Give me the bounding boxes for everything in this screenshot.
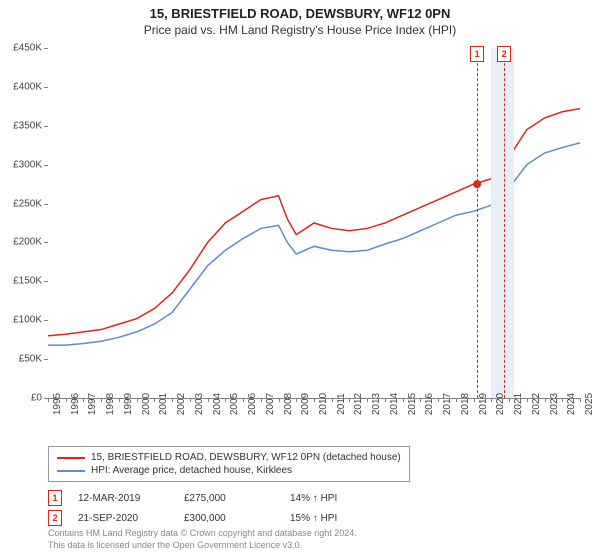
footer-line: This data is licensed under the Open Gov…: [48, 540, 357, 552]
chart-title: 15, BRIESTFIELD ROAD, DEWSBURY, WF12 0PN: [0, 6, 600, 21]
x-axis-label: 2024: [566, 393, 577, 415]
y-axis-label: £350K: [13, 120, 42, 131]
x-axis-label: 2008: [283, 393, 294, 415]
x-axis-label: 2009: [300, 393, 311, 415]
x-axis-label: 2025: [584, 393, 595, 415]
transaction-price: £275,000: [184, 493, 274, 504]
marker-vline: [477, 48, 478, 398]
x-axis-label: 2022: [531, 393, 542, 415]
x-axis-label: 2016: [424, 393, 435, 415]
y-axis-label: £400K: [13, 81, 42, 92]
y-axis-label: £100K: [13, 315, 42, 326]
title-block: 15, BRIESTFIELD ROAD, DEWSBURY, WF12 0PN…: [0, 0, 600, 37]
x-axis-label: 2010: [318, 393, 329, 415]
x-axis-label: 2013: [371, 393, 382, 415]
transaction-price: £300,000: [184, 513, 274, 524]
x-axis-label: 1997: [87, 393, 98, 415]
marker-box: 1: [470, 46, 484, 62]
footer: Contains HM Land Registry data © Crown c…: [48, 528, 357, 551]
x-axis-label: 2019: [478, 393, 489, 415]
transaction-marker: 2: [48, 510, 62, 526]
marker-vline: [504, 48, 505, 398]
x-axis-label: 2003: [194, 393, 205, 415]
y-axis-label: £150K: [13, 276, 42, 287]
chart-subtitle: Price paid vs. HM Land Registry's House …: [0, 23, 600, 37]
x-axis-label: 2011: [336, 393, 347, 415]
legend-item: 15, BRIESTFIELD ROAD, DEWSBURY, WF12 0PN…: [57, 451, 401, 464]
legend-swatch: [57, 470, 85, 472]
x-axis-label: 2012: [353, 393, 364, 415]
transaction-delta: 15% ↑ HPI: [290, 513, 380, 524]
x-axis-label: 2007: [265, 393, 276, 415]
x-axis-label: 2000: [141, 393, 152, 415]
marker-box: 2: [497, 46, 511, 62]
x-axis-label: 2015: [407, 393, 418, 415]
transaction-date: 21-SEP-2020: [78, 513, 168, 524]
x-axis-label: 2004: [212, 393, 223, 415]
x-axis-label: 2014: [389, 393, 400, 415]
x-axis-label: 1999: [123, 393, 134, 415]
transaction-table: 1 12-MAR-2019 £275,000 14% ↑ HPI 2 21-SE…: [48, 488, 380, 528]
transaction-marker: 1: [48, 490, 62, 506]
transaction-row: 2 21-SEP-2020 £300,000 15% ↑ HPI: [48, 508, 380, 528]
x-axis-label: 1995: [52, 393, 63, 415]
y-axis-label: £250K: [13, 198, 42, 209]
legend-item: HPI: Average price, detached house, Kirk…: [57, 464, 401, 477]
y-axis-label: £50K: [19, 354, 42, 365]
y-axis-label: £0: [31, 393, 42, 404]
x-axis-label: 2005: [229, 393, 240, 415]
y-axis-label: £200K: [13, 237, 42, 248]
x-axis-label: 1998: [105, 393, 116, 415]
legend: 15, BRIESTFIELD ROAD, DEWSBURY, WF12 0PN…: [48, 446, 410, 482]
x-axis-label: 2006: [247, 393, 258, 415]
x-axis-label: 2001: [158, 393, 169, 415]
x-axis-label: 2023: [549, 393, 560, 415]
transaction-row: 1 12-MAR-2019 £275,000 14% ↑ HPI: [48, 488, 380, 508]
transaction-date: 12-MAR-2019: [78, 493, 168, 504]
footer-line: Contains HM Land Registry data © Crown c…: [48, 528, 357, 540]
transaction-delta: 14% ↑ HPI: [290, 493, 380, 504]
legend-swatch: [57, 457, 85, 459]
x-axis-label: 2002: [176, 393, 187, 415]
chart-area: £0£50K£100K£150K£200K£250K£300K£350K£400…: [48, 48, 580, 398]
x-axis-label: 2021: [513, 393, 524, 415]
legend-label: HPI: Average price, detached house, Kirk…: [91, 465, 292, 476]
x-axis-label: 2017: [442, 393, 453, 415]
highlight-band: [491, 48, 514, 398]
x-axis-label: 1996: [70, 393, 81, 415]
y-axis-label: £300K: [13, 159, 42, 170]
chart-container: 15, BRIESTFIELD ROAD, DEWSBURY, WF12 0PN…: [0, 0, 600, 560]
y-axis-label: £450K: [13, 43, 42, 54]
legend-label: 15, BRIESTFIELD ROAD, DEWSBURY, WF12 0PN…: [91, 452, 401, 463]
x-axis-label: 2018: [460, 393, 471, 415]
plot-region: £0£50K£100K£150K£200K£250K£300K£350K£400…: [48, 48, 580, 399]
